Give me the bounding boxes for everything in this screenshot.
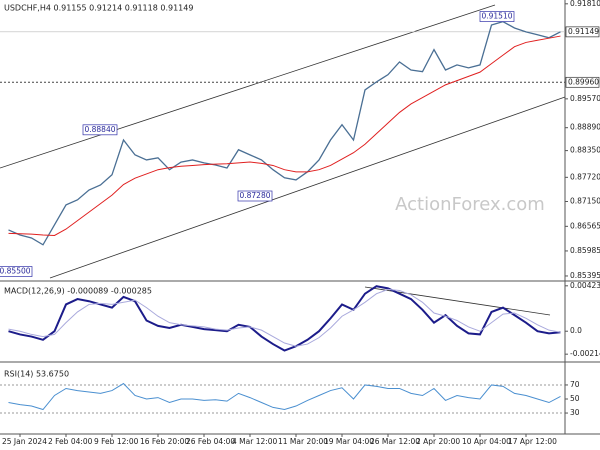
- series-line: [8, 288, 561, 347]
- price-box: [565, 76, 600, 88]
- y-tick-label: 70: [570, 380, 580, 389]
- x-tick-label: 2 Apr 20:00: [416, 437, 460, 446]
- x-tick-label: 11 Mar 20:00: [278, 437, 328, 446]
- x-tick-label: 10 Apr 04:00: [462, 437, 511, 446]
- annotation-box: [82, 124, 118, 136]
- panel-title: USDCHF,H4 0.91155 0.91214 0.91118 0.9114…: [4, 4, 193, 13]
- x-tick-label: 25 Jan 2024: [2, 437, 47, 446]
- series-line: [8, 20, 561, 246]
- x-tick-label: 4 Mar 12:00: [232, 437, 278, 446]
- price-label: 0.91149: [568, 27, 599, 36]
- y-tick-label: 0.88890: [570, 123, 600, 132]
- x-tick-label: 17 Apr 12:00: [508, 437, 557, 446]
- annotation-label: 0.87280: [239, 191, 270, 200]
- channel-line: [0, 4, 496, 169]
- x-tick-label: 19 Mar 04:00: [324, 437, 374, 446]
- y-tick-label: 0.86565: [570, 221, 600, 230]
- watermark: ActionForex.com: [395, 194, 545, 215]
- series-line: [8, 35, 561, 236]
- x-tick-label: 2 Feb 04:00: [48, 437, 93, 446]
- price-label: 0.89960: [568, 77, 599, 86]
- y-tick-label: 0.88350: [570, 146, 600, 155]
- series-line: [8, 285, 561, 352]
- panel-title: MACD(12,26,9) -0.000089 -0.000285: [4, 287, 152, 296]
- channel-line: [49, 96, 566, 279]
- price-box: [565, 26, 600, 38]
- annotation-label: 0.91510: [481, 12, 512, 21]
- x-tick-label: 26 Mar 12:00: [370, 437, 420, 446]
- y-tick-label: 0.85395: [570, 271, 600, 280]
- y-tick-label: 0.87150: [570, 197, 600, 206]
- x-tick-label: 26 Feb 04:00: [186, 437, 235, 446]
- x-tick-label: 16 Feb 20:00: [140, 437, 189, 446]
- y-tick-label: 0.0: [570, 326, 582, 335]
- y-tick-label: 50: [570, 394, 580, 403]
- x-tick-label: 9 Feb 12:00: [94, 437, 139, 446]
- y-tick-label: 0.91810: [570, 0, 600, 8]
- annotation-box: [0, 266, 33, 277]
- y-tick-label: 0.87720: [570, 172, 600, 181]
- y-tick-label: 0.85985: [570, 246, 600, 255]
- annotation-label: 0.88840: [84, 125, 115, 134]
- y-tick-label: 0.004237: [570, 281, 600, 290]
- y-tick-label: 30: [570, 408, 580, 417]
- y-tick-label: -0.002142: [570, 349, 600, 358]
- annotation-box: [237, 190, 273, 202]
- y-tick-label: 0.89570: [570, 94, 600, 103]
- series-line: [8, 382, 561, 411]
- annotation-box: [479, 11, 515, 22]
- panel-title: RSI(14) 53.6750: [4, 370, 69, 379]
- annotation-label: 0.85500: [0, 267, 31, 276]
